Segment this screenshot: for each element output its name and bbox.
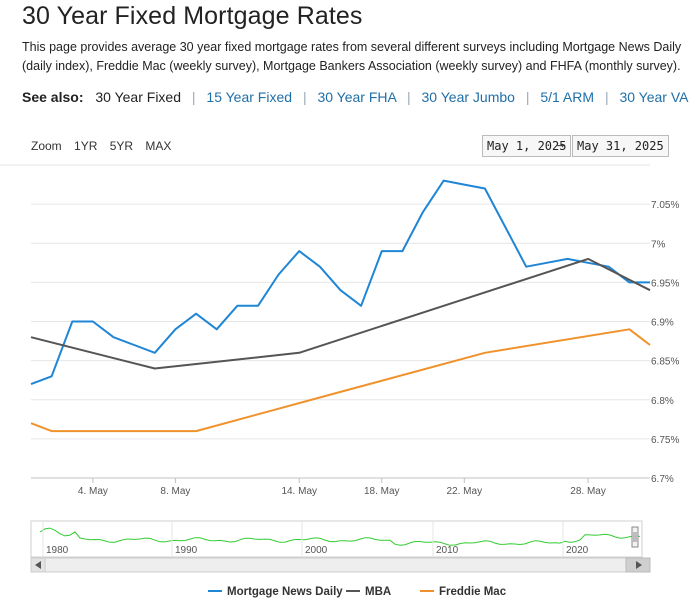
- zoom-max-button[interactable]: MAX: [145, 139, 172, 153]
- link-30-year-jumbo[interactable]: 30 Year Jumbo: [421, 89, 515, 105]
- legend-item-freddie-mac[interactable]: Freddie Mac: [420, 586, 507, 598]
- scroll-left-button[interactable]: [30, 557, 46, 573]
- scroll-right-icon: [636, 561, 642, 569]
- scrollbar-thumb[interactable]: [625, 557, 651, 573]
- zoom-1yr-button[interactable]: 1YR: [74, 139, 98, 153]
- navigator-year-label: 2010: [436, 545, 459, 556]
- legend-item-mba[interactable]: MBA: [346, 586, 391, 598]
- link-15-year-fixed[interactable]: 15 Year Fixed: [206, 89, 293, 105]
- grid-lines: [0, 164, 650, 479]
- legend: Mortgage News Daily MBA Freddie Mac: [208, 586, 507, 598]
- see-also-current: 30 Year Fixed: [95, 89, 181, 105]
- separator: |: [406, 89, 411, 105]
- separator: |: [604, 89, 609, 105]
- x-tick-label: 14. May: [281, 486, 317, 497]
- range-to-input[interactable]: May 31, 2025: [572, 135, 669, 157]
- zoom-5yr-button[interactable]: 5YR: [109, 139, 134, 153]
- x-tick-label: 4. May: [78, 486, 108, 497]
- y-tick-label: 6.7%: [651, 474, 674, 485]
- page-title: 30 Year Fixed Mortgage Rates: [22, 2, 363, 30]
- x-tick-label: 18. May: [364, 486, 400, 497]
- y-tick-label: 6.95%: [651, 278, 679, 289]
- see-also-label: See also:: [22, 89, 84, 105]
- x-tick-label: 8. May: [160, 486, 190, 497]
- navigator-year-labels: 1980 1990 2000 2010 2020: [42, 521, 589, 557]
- y-tick-label: 6.75%: [651, 435, 679, 446]
- series-lines: [30, 179, 651, 433]
- link-30-year-va[interactable]: 30 Year VA: [619, 89, 689, 105]
- separator: |: [302, 89, 307, 105]
- navigator-year-label: 2020: [566, 545, 589, 556]
- see-also-nav: See also: 30 Year Fixed | 15 Year Fixed …: [22, 89, 689, 105]
- y-tick-label: 7.05%: [651, 200, 679, 211]
- navigator-series-line: [39, 527, 641, 546]
- series-line-mortgage-news-daily: [30, 179, 650, 386]
- zoom-label: Zoom: [31, 139, 62, 153]
- navigator-year-label: 1980: [46, 545, 69, 556]
- series-line-mba: [30, 257, 651, 370]
- y-tick-label: 6.85%: [651, 357, 679, 368]
- separator: |: [525, 89, 530, 105]
- series-line-freddie-mac: [30, 328, 651, 433]
- legend-label: Mortgage News Daily: [227, 586, 343, 598]
- navigator-frame: [30, 520, 643, 558]
- y-tick-label: 7%: [651, 239, 666, 250]
- legend-label: MBA: [365, 586, 391, 598]
- scrollbar-track[interactable]: [30, 557, 651, 573]
- x-axis-ticks: 4. May 8. May 14. May 18. May 22. May 28. May: [78, 478, 606, 497]
- link-5-1-arm[interactable]: 5/1 ARM: [540, 89, 595, 105]
- navigator-handle[interactable]: [631, 526, 639, 548]
- link-30-year-fha[interactable]: 30 Year FHA: [317, 89, 397, 105]
- range-from-input[interactable]: May 1, 2025: [482, 135, 572, 157]
- range-arrow-icon: →: [557, 138, 565, 152]
- page-intro: This page provides average 30 year fixed…: [22, 40, 682, 73]
- navigator-year-label: 2000: [305, 545, 328, 556]
- scroll-left-icon: [35, 561, 41, 569]
- separator: |: [191, 89, 196, 105]
- x-tick-label: 28. May: [570, 486, 606, 497]
- legend-label: Freddie Mac: [439, 586, 507, 598]
- navigator: 1980 1990 2000 2010 2020: [30, 520, 643, 558]
- navigator-year-label: 1990: [175, 545, 198, 556]
- y-axis-ticks: 6.7% 6.75% 6.8% 6.85% 6.9% 6.95% 7% 7.05%: [651, 200, 679, 485]
- scrollbar[interactable]: [30, 557, 651, 573]
- y-tick-label: 6.9%: [651, 318, 674, 329]
- y-tick-label: 6.8%: [651, 396, 674, 407]
- zoom-controls: Zoom 1YR 5YR MAX: [31, 139, 171, 153]
- x-tick-label: 22. May: [447, 486, 483, 497]
- legend-item-mortgage-news-daily[interactable]: Mortgage News Daily: [208, 586, 343, 598]
